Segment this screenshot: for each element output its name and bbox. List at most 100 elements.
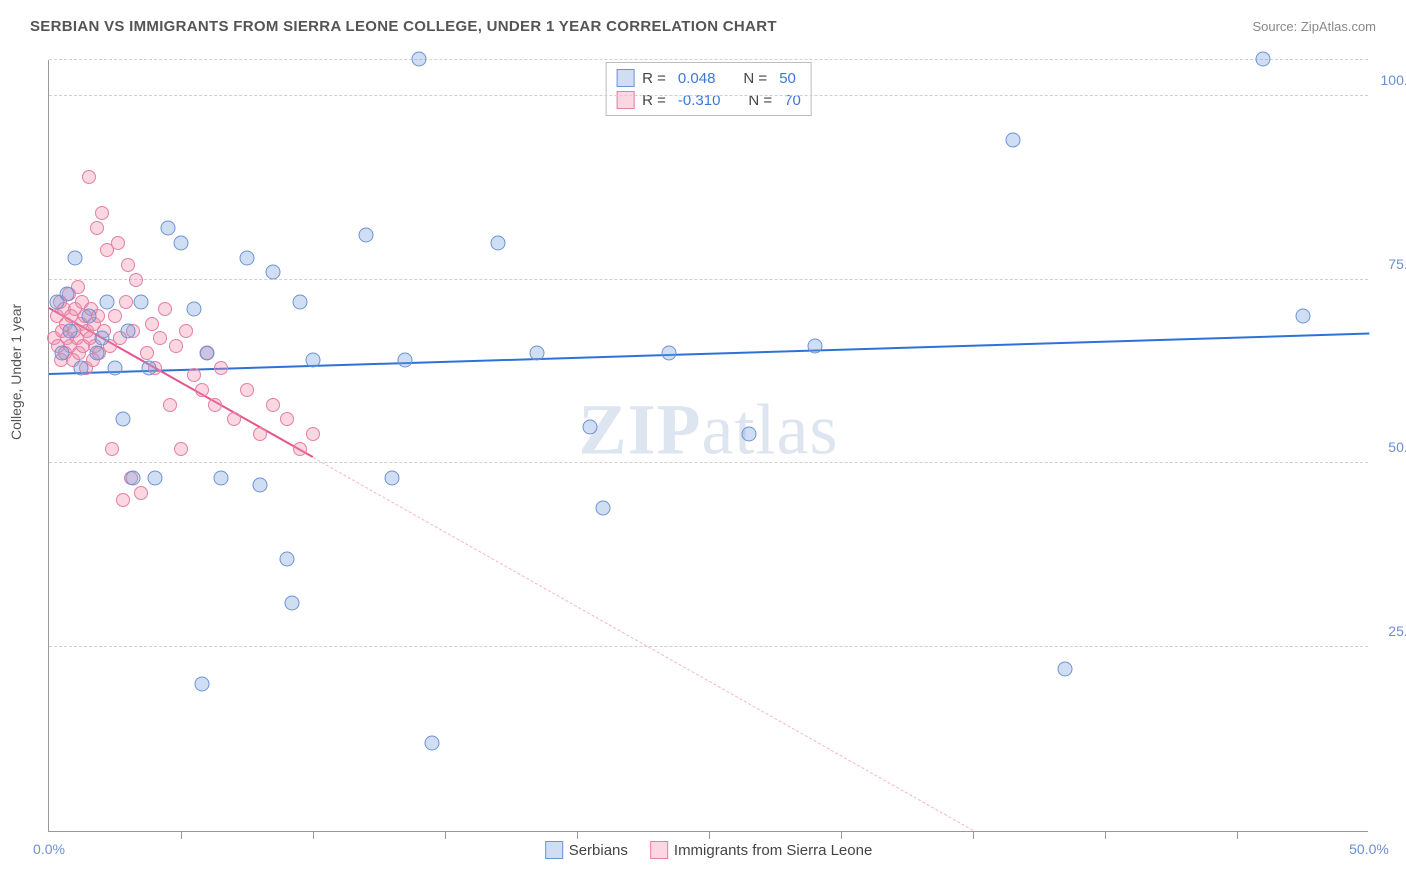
data-point (169, 339, 183, 353)
data-point (280, 412, 294, 426)
data-point (116, 493, 130, 507)
y-tick-label: 25.0% (1388, 623, 1406, 639)
data-point (94, 331, 109, 346)
data-point (105, 442, 119, 456)
data-point (266, 265, 281, 280)
watermark: ZIPatlas (579, 389, 839, 472)
data-point (200, 346, 215, 361)
data-point (1296, 309, 1311, 324)
data-point (108, 309, 122, 323)
n-value-blue: 50 (779, 70, 796, 87)
data-point (411, 52, 426, 67)
trend-line (49, 333, 1369, 375)
data-point (121, 258, 135, 272)
data-point (55, 346, 70, 361)
data-point (385, 471, 400, 486)
data-point (266, 398, 280, 412)
data-point (293, 442, 307, 456)
data-point (530, 346, 545, 361)
watermark-light: atlas (702, 390, 839, 470)
gridline (49, 59, 1368, 60)
data-point (160, 221, 175, 236)
data-point (195, 383, 209, 397)
y-axis-label: College, Under 1 year (8, 304, 24, 440)
data-point (1005, 132, 1020, 147)
x-tick (709, 831, 710, 839)
y-tick-label: 50.0% (1388, 439, 1406, 455)
x-tick (577, 831, 578, 839)
swatch-blue-icon (616, 69, 634, 87)
legend-label-pink: Immigrants from Sierra Leone (674, 842, 872, 859)
data-point (583, 419, 598, 434)
data-point (807, 338, 822, 353)
trend-line (313, 457, 973, 831)
data-point (398, 353, 413, 368)
data-point (596, 500, 611, 515)
x-tick (1237, 831, 1238, 839)
data-point (90, 221, 104, 235)
chart-title: SERBIAN VS IMMIGRANTS FROM SIERRA LEONE … (30, 18, 777, 35)
data-point (140, 346, 154, 360)
swatch-blue-icon (545, 841, 563, 859)
gridline (49, 462, 1368, 463)
y-tick-label: 100.0% (1381, 72, 1406, 88)
data-point (741, 426, 756, 441)
x-tick (445, 831, 446, 839)
data-point (82, 170, 96, 184)
x-tick (841, 831, 842, 839)
data-point (187, 368, 201, 382)
data-point (100, 294, 115, 309)
data-point (358, 228, 373, 243)
data-point (174, 442, 188, 456)
legend-label-blue: Serbians (569, 842, 628, 859)
r-label: R = (642, 70, 666, 87)
header: SERBIAN VS IMMIGRANTS FROM SIERRA LEONE … (0, 0, 1406, 45)
legend-item-pink: Immigrants from Sierra Leone (650, 841, 872, 859)
data-point (662, 346, 677, 361)
data-point (174, 235, 189, 250)
data-point (121, 324, 136, 339)
data-point (240, 383, 254, 397)
data-point (279, 551, 294, 566)
bottom-legend: Serbians Immigrants from Sierra Leone (545, 841, 873, 859)
x-tick (313, 831, 314, 839)
swatch-pink-icon (616, 91, 634, 109)
data-point (284, 596, 299, 611)
data-point (227, 412, 241, 426)
data-point (147, 471, 162, 486)
x-tick (181, 831, 182, 839)
stats-legend-box: R = 0.048 N = 50 R = -0.310 N = 70 (605, 62, 812, 116)
data-point (73, 360, 88, 375)
data-point (129, 273, 143, 287)
data-point (108, 360, 123, 375)
stats-row-pink: R = -0.310 N = 70 (616, 89, 801, 111)
x-tick-label: 0.0% (33, 841, 65, 857)
scatter-chart: ZIPatlas R = 0.048 N = 50 R = -0.310 N =… (48, 60, 1368, 832)
r-value-blue: 0.048 (678, 70, 716, 87)
gridline (49, 95, 1368, 96)
data-point (60, 287, 75, 302)
data-point (89, 346, 104, 361)
source-label: Source: ZipAtlas.com (1252, 19, 1376, 34)
data-point (68, 250, 83, 265)
data-point (306, 353, 321, 368)
data-point (240, 250, 255, 265)
legend-item-blue: Serbians (545, 841, 628, 859)
stats-row-blue: R = 0.048 N = 50 (616, 67, 801, 89)
swatch-pink-icon (650, 841, 668, 859)
data-point (1256, 52, 1271, 67)
data-point (292, 294, 307, 309)
data-point (119, 295, 133, 309)
data-point (134, 486, 148, 500)
gridline (49, 646, 1368, 647)
data-point (490, 235, 505, 250)
data-point (158, 302, 172, 316)
data-point (163, 398, 177, 412)
data-point (253, 478, 268, 493)
x-tick (973, 831, 974, 839)
data-point (253, 427, 267, 441)
data-point (213, 471, 228, 486)
data-point (1058, 662, 1073, 677)
gridline (49, 279, 1368, 280)
data-point (63, 324, 78, 339)
